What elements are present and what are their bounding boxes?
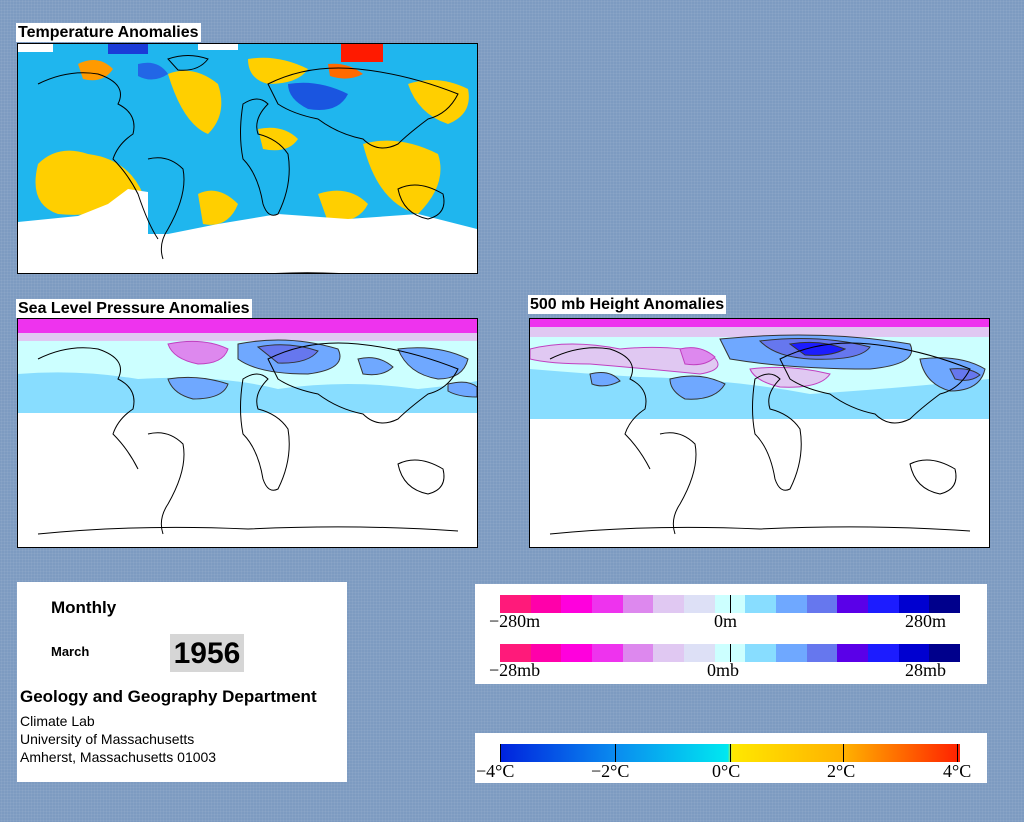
colorbar-step	[929, 595, 961, 613]
address-line: Climate Lab	[20, 713, 95, 729]
temperature-tick-label: −4°C	[476, 761, 515, 781]
colorbar-step	[500, 644, 531, 662]
address-line: Amherst, Massachusetts 01003	[20, 749, 217, 765]
colorbar-step	[898, 644, 930, 662]
colorbar-step	[837, 644, 869, 662]
colorbar-step	[806, 644, 838, 662]
pressure-colorbar	[500, 644, 961, 662]
temperature-anomaly-map	[17, 43, 478, 274]
temperature-tick	[730, 744, 731, 762]
height-pressure-legend: −280m 0m 280m −28mb 0mb 28mb	[475, 584, 987, 684]
info-panel: Monthly March 1956 Geology and Geography…	[17, 582, 347, 782]
temperature-tick	[957, 744, 958, 762]
pressure-max-label: 28mb	[905, 660, 947, 680]
colorbar-step	[561, 644, 593, 662]
temperature-tick-label: 0°C	[712, 761, 741, 781]
pressure-min-label: −28mb	[489, 660, 541, 680]
colorbar-step	[622, 644, 654, 662]
colorbar-step	[684, 595, 715, 613]
month-label: March	[51, 644, 90, 659]
year-label: 1956	[170, 634, 244, 672]
temperature-tick-label: −2°C	[591, 761, 630, 781]
colorbar-step	[776, 595, 807, 613]
height-max-label: 280m	[905, 611, 947, 631]
height-min-label: −280m	[489, 611, 541, 631]
colorbar-step	[653, 644, 685, 662]
pressure-colorbar-zero-tick	[730, 644, 731, 662]
frequency-label: Monthly	[51, 598, 117, 617]
address-line: University of Massachusetts	[20, 731, 195, 747]
height-mid-label: 0m	[714, 611, 738, 631]
temperature-panel-title: Temperature Anomalies	[16, 23, 201, 42]
slp-map-graphic	[18, 319, 477, 535]
colorbar-step	[745, 595, 777, 613]
colorbar-step	[868, 595, 899, 613]
colorbar-step	[776, 644, 807, 662]
colorbar-step	[868, 644, 899, 662]
colorbar-step	[500, 595, 531, 613]
height-anomaly-map	[529, 318, 990, 548]
temperature-legend: −4°C −2°C 0°C 2°C 4°C	[475, 733, 987, 783]
colorbar-step	[530, 644, 562, 662]
department-label: Geology and Geography Department	[20, 687, 317, 706]
colorbar-step	[622, 595, 654, 613]
colorbar-step	[561, 595, 593, 613]
temperature-tick	[843, 744, 844, 762]
colorbar-step	[530, 595, 562, 613]
temperature-tick	[615, 744, 616, 762]
colorbar-step	[592, 644, 623, 662]
colorbar-step	[837, 595, 869, 613]
slp-panel-title: Sea Level Pressure Anomalies	[16, 299, 252, 318]
colorbar-step	[898, 595, 930, 613]
colorbar-step	[745, 644, 777, 662]
height-colorbar-zero-tick	[730, 595, 731, 613]
height-colorbar	[500, 595, 961, 613]
temperature-tick-label: 4°C	[943, 761, 972, 781]
colorbar-step	[806, 595, 838, 613]
height-map-graphic	[530, 319, 989, 535]
temperature-tick	[500, 744, 501, 762]
temperature-tick-label: 2°C	[827, 761, 856, 781]
colorbar-step	[592, 595, 623, 613]
colorbar-step	[684, 644, 715, 662]
colorbar-step	[929, 644, 961, 662]
pressure-mid-label: 0mb	[707, 660, 740, 680]
slp-anomaly-map	[17, 318, 478, 548]
colorbar-step	[653, 595, 685, 613]
height-panel-title: 500 mb Height Anomalies	[528, 295, 727, 314]
temperature-map-graphic	[18, 44, 477, 273]
address-block: Climate Lab University of Massachusetts …	[20, 712, 216, 766]
